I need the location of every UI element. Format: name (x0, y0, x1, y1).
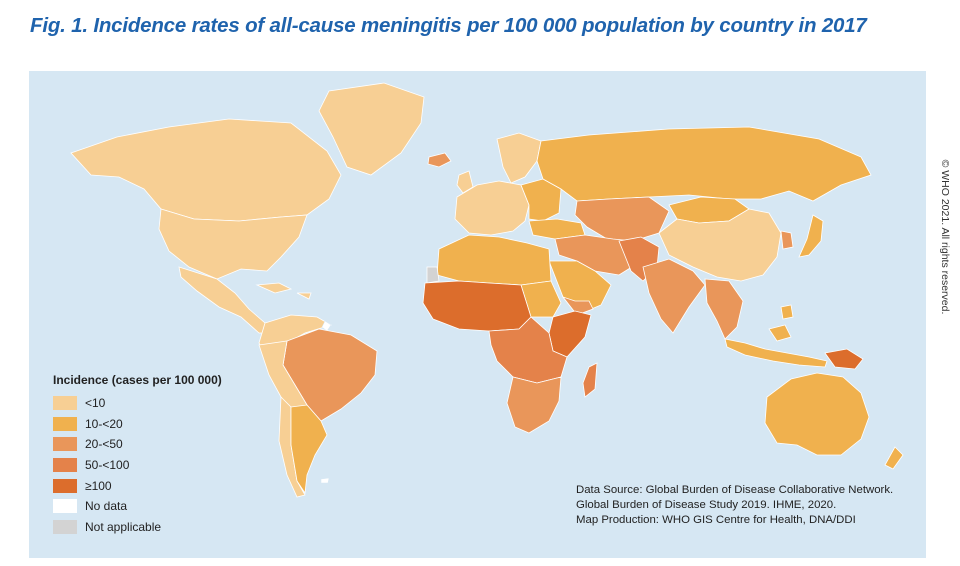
region-japan (798, 214, 824, 258)
region-argentina (290, 404, 328, 495)
map-frame: Incidence (cases per 100 000) <10 10-<20 2… (29, 71, 926, 558)
region-scandinavia (496, 132, 542, 184)
legend-swatch (53, 519, 77, 534)
region-western-europe (454, 180, 530, 236)
legend-item: ≥100 (53, 475, 222, 496)
legend-label: 10-<20 (85, 416, 123, 431)
region-papua-new-guinea (824, 348, 864, 370)
region-horn-of-africa (548, 310, 592, 358)
region-southern-africa (506, 376, 562, 434)
legend-title: Incidence (cases per 100 000) (53, 373, 222, 387)
region-china (658, 208, 782, 282)
region-canada-alaska (70, 118, 342, 222)
legend-swatch (53, 437, 77, 452)
region-sahel (422, 280, 532, 332)
legend-item: 20-<50 (53, 434, 222, 455)
legend-item: 50-<100 (53, 455, 222, 476)
region-falklands (320, 477, 330, 484)
region-central-africa (488, 316, 568, 384)
legend-items: <10 10-<20 20-<50 50-<100 ≥100 No data Not app… (53, 393, 222, 537)
legend-item: Not applicable (53, 517, 222, 538)
legend-swatch (53, 458, 77, 473)
data-source-note: Data Source: Global Burden of Disease Co… (576, 483, 893, 528)
legend-label: ≥100 (85, 478, 112, 493)
region-central-asia (574, 196, 670, 242)
source-line: Global Burden of Disease Study 2019. IHM… (576, 499, 837, 511)
region-western-sahara (426, 266, 440, 284)
legend-swatch (53, 396, 77, 411)
legend-item: <10 (53, 393, 222, 414)
copyright-notice: © WHO 2021. All rights reserved. (935, 72, 955, 402)
region-russia (536, 126, 872, 202)
region-caribbean (255, 282, 312, 300)
legend-label: 20-<50 (85, 437, 123, 452)
legend-label: Not applicable (85, 519, 162, 534)
region-greenland (318, 82, 425, 176)
region-madagascar (582, 362, 598, 398)
region-north-africa (436, 234, 552, 286)
figure-title: Fig. 1. Incidence rates of all-cause men… (30, 14, 867, 37)
region-mexico-central-america (178, 266, 270, 334)
region-british-isles (456, 170, 474, 194)
legend-swatch (53, 416, 77, 431)
source-line: Map Production: WHO GIS Centre for Healt… (576, 514, 856, 526)
legend-label: 50-<100 (85, 458, 130, 473)
region-australia (764, 372, 870, 456)
region-usa (158, 208, 308, 280)
legend-label: No data (85, 499, 128, 514)
legend-label: <10 (85, 396, 106, 411)
source-line: Data Source: Global Burden of Disease Co… (576, 484, 894, 496)
region-southeast-asia (704, 278, 744, 340)
region-middle-east (554, 234, 636, 276)
world-map (70, 82, 904, 498)
legend-swatch (53, 499, 77, 514)
map-legend: Incidence (cases per 100 000) <10 10-<20 2… (53, 373, 222, 537)
legend-item: No data (53, 496, 222, 517)
region-indonesia (724, 304, 828, 368)
region-india (642, 258, 706, 334)
region-iceland (427, 152, 452, 168)
copyright-text: © WHO 2021. All rights reserved. (939, 159, 951, 315)
legend-item: 10-<20 (53, 414, 222, 435)
region-korea (780, 230, 794, 250)
region-new-zealand (884, 446, 904, 470)
legend-swatch (53, 478, 77, 493)
